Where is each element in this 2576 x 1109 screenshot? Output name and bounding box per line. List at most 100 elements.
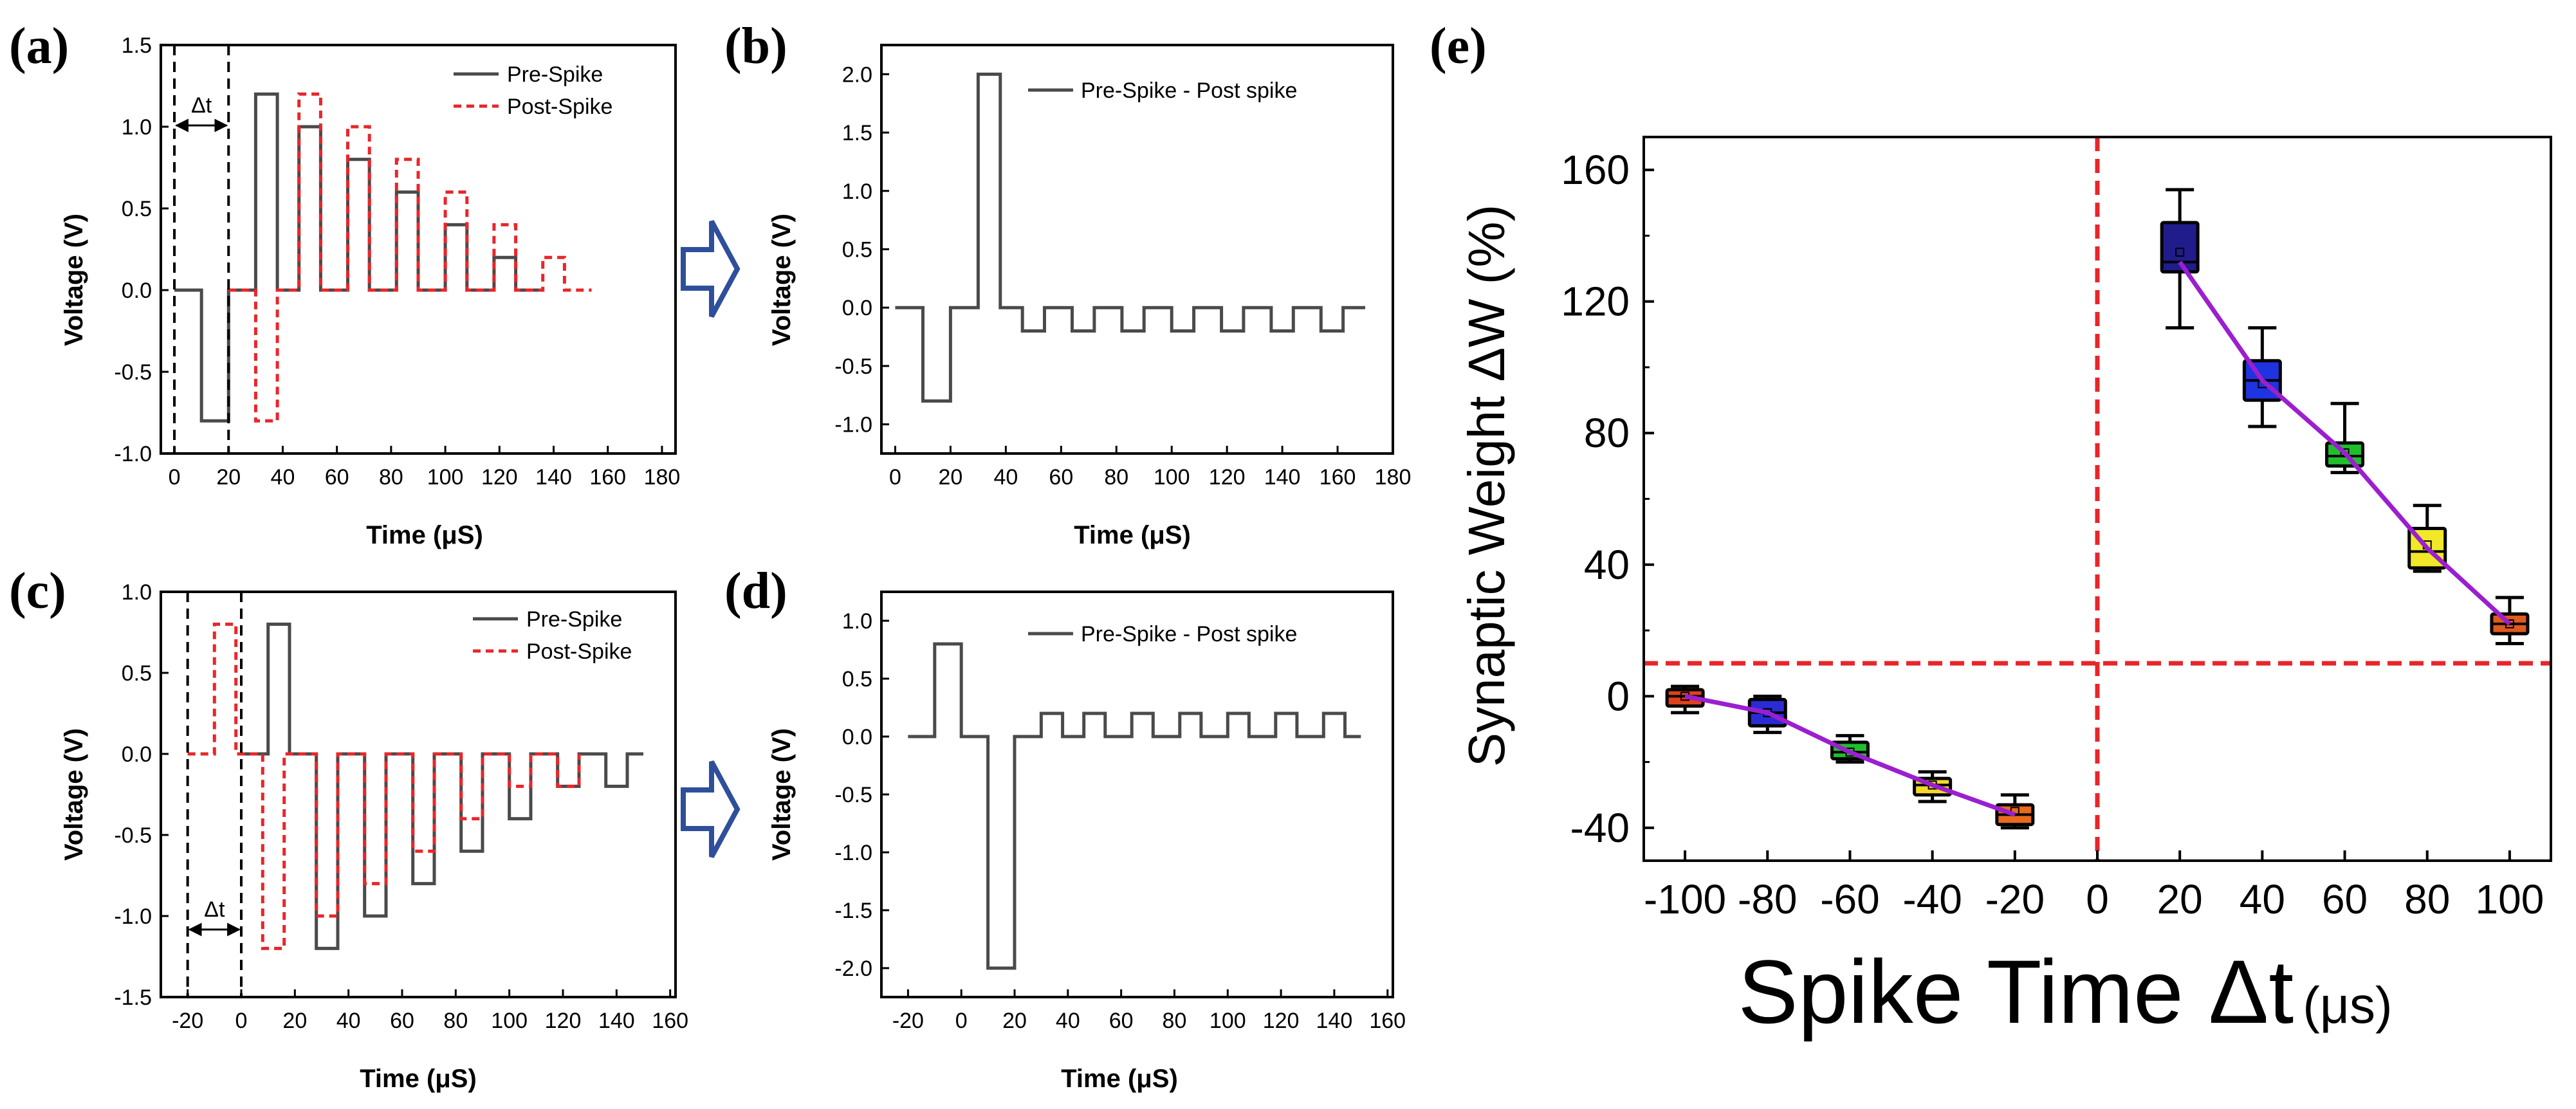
panel-e-mean-marker bbox=[2175, 247, 2185, 257]
panel-c-xtick-label: 40 bbox=[336, 1009, 361, 1033]
panel-e-xtick-label: -60 bbox=[1820, 876, 1880, 922]
panel-e-ylabel: Synaptic Weight ΔW (%) bbox=[1458, 205, 1515, 767]
panel-a-frame bbox=[160, 44, 677, 455]
panel-c-series-post-spike bbox=[187, 622, 581, 950]
panel-b-xtick-label: 20 bbox=[939, 465, 963, 490]
panel-a-xtick-label: 20 bbox=[216, 465, 241, 490]
panel-e-box bbox=[2490, 596, 2530, 645]
panel-b-ytick-label: -1.0 bbox=[834, 413, 872, 437]
panel-b-xtick-label: 80 bbox=[1104, 465, 1128, 490]
legend-a-pre-label: Pre-Spike bbox=[507, 62, 603, 87]
panel-a-series-pre-spike bbox=[174, 92, 543, 423]
panel-c-xtick-label: 120 bbox=[545, 1009, 582, 1033]
panel-d-xtick-label: 140 bbox=[1316, 1009, 1353, 1033]
panel-a-ytick-label: 1.0 bbox=[122, 115, 152, 140]
panel-b-frame bbox=[880, 44, 1394, 455]
panel-b-xtick-label: 60 bbox=[1049, 465, 1073, 490]
panel-e-xtick-label: 60 bbox=[2322, 876, 2368, 922]
panel-c-frame bbox=[160, 591, 677, 998]
panel-b-xtick-label: 140 bbox=[1264, 465, 1301, 490]
panel-d-ytick-label: -1.0 bbox=[834, 841, 872, 865]
panel-b-letter: (b) bbox=[724, 18, 787, 75]
panel-a-delta-label: Δt bbox=[191, 93, 212, 118]
panel-e-box bbox=[2325, 401, 2365, 475]
panel-c-xtick-label: -20 bbox=[172, 1009, 203, 1033]
panel-e-frame bbox=[1642, 136, 2552, 862]
panel-e-ytick-label: 160 bbox=[1561, 147, 1630, 193]
panel-d-xtick-label: 100 bbox=[1210, 1009, 1246, 1033]
panel-c-ytick-label: -1.5 bbox=[114, 985, 152, 1010]
panel-e-xtick-label: 40 bbox=[2240, 876, 2285, 922]
panel-e-ytick-label: 0 bbox=[1606, 673, 1630, 719]
panel-e-xtick-label: -20 bbox=[1985, 876, 2045, 922]
panel-e-ytick-label: -40 bbox=[1570, 805, 1630, 851]
panel-d-series-pre-spike-post-spike bbox=[908, 642, 1361, 970]
panel-a-xtick-label: 180 bbox=[644, 465, 681, 490]
panel-d-xtick-label: 0 bbox=[955, 1009, 968, 1033]
panel-c-delta-label: Δt bbox=[204, 897, 225, 922]
panel-b-series-pre-spike-post-spike bbox=[895, 72, 1365, 403]
panel-e-xlabel: Spike Time Δt (μs) bbox=[1738, 941, 2392, 1042]
panel-e-ytick-label: 120 bbox=[1561, 279, 1630, 325]
panel-d-ylabel: Voltage (V) bbox=[768, 728, 796, 861]
panel-d-ytick-label: -1.5 bbox=[834, 899, 872, 923]
panel-d-chart: -20 0 20 40 60 80 100 120 140 160 -2.0 -1.5 -1.0 -0.5… bbox=[768, 591, 1406, 1093]
panel-e-box bbox=[1913, 770, 1953, 803]
panel-c-letter: (c) bbox=[9, 563, 66, 619]
panel-b-xtick-label: 120 bbox=[1209, 465, 1246, 490]
panel-b-ytick-label: 0.0 bbox=[842, 296, 872, 320]
panel-a-xtick-label: 140 bbox=[535, 465, 572, 490]
panel-b-ylabel: Voltage (V) bbox=[768, 214, 796, 346]
panel-c-xtick-label: 160 bbox=[652, 1009, 688, 1033]
panel-e-ytick-label: 80 bbox=[1584, 410, 1630, 456]
panel-a-series-post-spike bbox=[228, 92, 592, 423]
panel-e-chart: -100 -80 -60 -40 -20 0 20 40 60 80 100 -40 0 40 80 120 1… bbox=[1458, 136, 2552, 1042]
panel-a-xtick-label: 160 bbox=[589, 465, 626, 490]
panel-b-xtick-label: 180 bbox=[1375, 465, 1412, 490]
legend-c-pre-label: Pre-Spike bbox=[526, 607, 622, 632]
panel-a-xtick-label: 100 bbox=[427, 465, 464, 490]
panel-c-ytick-label: 1.0 bbox=[122, 580, 152, 605]
block-arrow-top bbox=[681, 220, 741, 318]
panel-c-xtick-label: 140 bbox=[598, 1009, 635, 1033]
panel-e-mean-marker bbox=[2505, 619, 2514, 628]
panel-a-ytick-label: -1.0 bbox=[114, 442, 152, 466]
panel-e-letter: (e) bbox=[1430, 18, 1487, 75]
panel-a-chart: 0 20 40 60 80 100 120 140 160 180 -1.0 -0.5 0.0 0.5 1.… bbox=[60, 33, 680, 549]
panel-d-xtick-label: 20 bbox=[1002, 1009, 1027, 1033]
panel-c-ytick-label: -1.0 bbox=[114, 904, 152, 929]
panel-b-ytick-label: 1.5 bbox=[842, 121, 872, 145]
panel-a-xtick-label: 0 bbox=[169, 465, 181, 490]
block-arrow-bottom bbox=[681, 760, 741, 858]
panel-c-ytick-label: 0.0 bbox=[122, 742, 152, 767]
panel-c-chart: -20 0 20 40 60 80 100 120 140 160 -1.5 -1.0 -0.5 0.0 0… bbox=[60, 580, 688, 1093]
panel-e-box bbox=[1995, 793, 2035, 830]
panel-e-box bbox=[1665, 684, 1705, 715]
panel-e-fit-negative bbox=[1684, 693, 2016, 817]
panel-b-xtick-label: 40 bbox=[993, 465, 1018, 490]
panel-e-xtick-label: -80 bbox=[1738, 876, 1798, 922]
panel-c-xtick-label: 0 bbox=[235, 1009, 248, 1033]
legend-a-post-label: Post-Spike bbox=[507, 95, 612, 119]
panel-d-xtick-label: 80 bbox=[1163, 1009, 1187, 1033]
panel-c-xlabel: Time (μS) bbox=[360, 1065, 477, 1093]
panel-e-xtick-label: -100 bbox=[1644, 876, 1726, 922]
panel-a-ytick-label: 1.5 bbox=[122, 33, 152, 58]
panel-e-box-body bbox=[2160, 221, 2200, 274]
panel-e-box bbox=[2160, 188, 2200, 330]
panel-c-xtick-label: 20 bbox=[282, 1009, 307, 1033]
panel-a-xtick-label: 80 bbox=[379, 465, 403, 490]
panel-e-xtick-label: 20 bbox=[2157, 876, 2203, 922]
panel-d-letter: (d) bbox=[724, 563, 787, 619]
panel-b-xlabel: Time (μS) bbox=[1074, 521, 1191, 549]
panel-a-xtick-label: 120 bbox=[481, 465, 518, 490]
panel-e-xtick-label: 100 bbox=[2476, 876, 2544, 922]
panel-d-ytick-label: -0.5 bbox=[834, 783, 872, 807]
panel-a-ylabel: Voltage (V) bbox=[60, 214, 88, 346]
panel-c-xtick-label: 80 bbox=[443, 1009, 468, 1033]
panel-e-fit-positive bbox=[2178, 261, 2512, 626]
panel-a-ytick-label: 0.5 bbox=[122, 197, 152, 221]
panel-b-chart: 0 20 40 60 80 100 120 140 160 180 -1.0 -0.5 0.0 0.5 1.… bbox=[768, 44, 1412, 549]
panel-b-ytick-label: -0.5 bbox=[834, 354, 872, 379]
